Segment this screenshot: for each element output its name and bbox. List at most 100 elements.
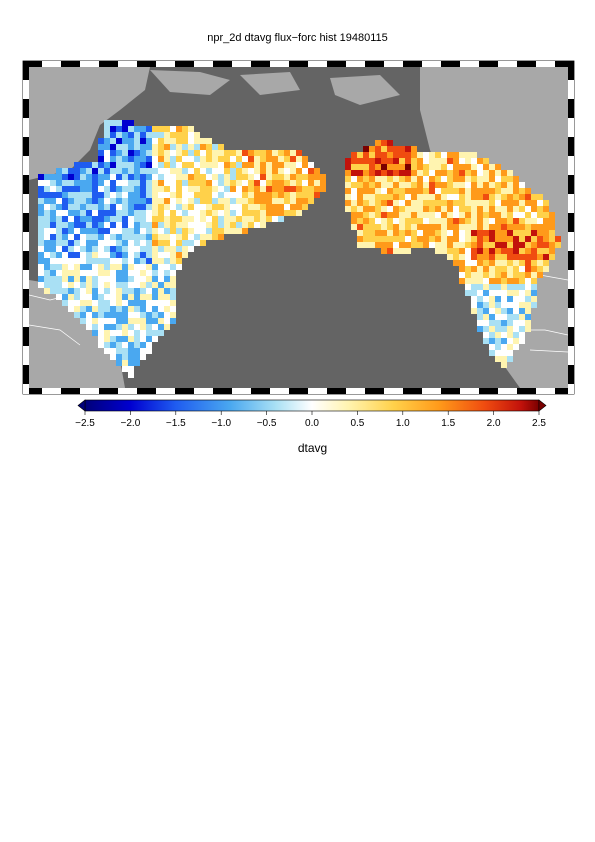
data-cell [38, 228, 44, 234]
data-cell [86, 264, 92, 270]
data-cell [212, 150, 218, 156]
data-cell [260, 216, 266, 222]
data-cell [44, 222, 50, 228]
data-cell [230, 162, 236, 168]
data-cell [128, 222, 134, 228]
data-cell [254, 156, 260, 162]
data-cell [146, 342, 152, 348]
data-cell [74, 276, 80, 282]
data-cell [134, 324, 140, 330]
data-cell [92, 216, 98, 222]
data-cell [158, 240, 164, 246]
data-cell [116, 174, 122, 180]
data-cell [495, 194, 501, 200]
colorbar-tick-label: 2.0 [486, 418, 501, 429]
data-cell [194, 180, 200, 186]
data-cell [110, 120, 116, 126]
data-cell [104, 150, 110, 156]
data-cell [381, 224, 387, 230]
data-cell [254, 204, 260, 210]
data-cell [104, 204, 110, 210]
data-cell [230, 222, 236, 228]
data-cell [116, 336, 122, 342]
data-cell [525, 290, 531, 296]
data-cell [549, 230, 555, 236]
data-cell [230, 180, 236, 186]
frame-tick [479, 388, 498, 394]
data-cell [218, 156, 224, 162]
data-cell [465, 206, 471, 212]
data-cell [471, 248, 477, 254]
data-cell [296, 156, 302, 162]
data-cell [128, 264, 134, 270]
frame-tick [137, 61, 156, 67]
data-cell [465, 248, 471, 254]
data-cell [206, 156, 212, 162]
data-cell [80, 216, 86, 222]
data-cell [62, 264, 68, 270]
data-cell [38, 198, 44, 204]
data-cell [62, 174, 68, 180]
data-cell [296, 174, 302, 180]
data-cell [152, 258, 158, 264]
data-cell [507, 194, 513, 200]
data-cell [489, 224, 495, 230]
data-cell [537, 248, 543, 254]
data-cell [122, 282, 128, 288]
data-cell [320, 186, 326, 192]
data-cell [104, 264, 110, 270]
data-cell [513, 302, 519, 308]
data-cell [489, 266, 495, 272]
data-cell [128, 288, 134, 294]
data-cell [128, 228, 134, 234]
data-cell [254, 186, 260, 192]
frame-tick [118, 61, 137, 67]
data-cell [477, 320, 483, 326]
data-cell [290, 204, 296, 210]
data-cell [182, 204, 188, 210]
data-cell [465, 170, 471, 176]
data-cell [146, 222, 152, 228]
data-cell [447, 236, 453, 242]
data-cell [393, 176, 399, 182]
data-cell [507, 296, 513, 302]
data-cell [393, 170, 399, 176]
frame-tick [441, 61, 460, 67]
data-cell [501, 230, 507, 236]
data-cell [98, 204, 104, 210]
data-cell [86, 240, 92, 246]
data-cell [212, 186, 218, 192]
data-cell [92, 324, 98, 330]
data-cell [122, 192, 128, 198]
data-cell [200, 180, 206, 186]
data-cell [489, 254, 495, 260]
data-cell [357, 212, 363, 218]
data-cell [176, 156, 182, 162]
data-cell [381, 170, 387, 176]
data-cell [345, 206, 351, 212]
data-cell [164, 144, 170, 150]
data-cell [56, 192, 62, 198]
data-cell [218, 174, 224, 180]
data-cell [158, 144, 164, 150]
data-cell [453, 218, 459, 224]
data-cell [519, 272, 525, 278]
data-cell [351, 200, 357, 206]
data-cell [164, 258, 170, 264]
data-cell [230, 228, 236, 234]
data-cell [218, 168, 224, 174]
data-cell [387, 182, 393, 188]
data-cell [122, 318, 128, 324]
data-cell [429, 164, 435, 170]
data-cell [146, 264, 152, 270]
frame-tick [42, 388, 61, 394]
data-cell [483, 182, 489, 188]
data-cell [453, 194, 459, 200]
data-cell [230, 168, 236, 174]
frame-tick [213, 61, 232, 67]
data-cell [549, 236, 555, 242]
data-cell [158, 216, 164, 222]
data-cell [296, 168, 302, 174]
data-cell [471, 242, 477, 248]
data-cell [152, 312, 158, 318]
